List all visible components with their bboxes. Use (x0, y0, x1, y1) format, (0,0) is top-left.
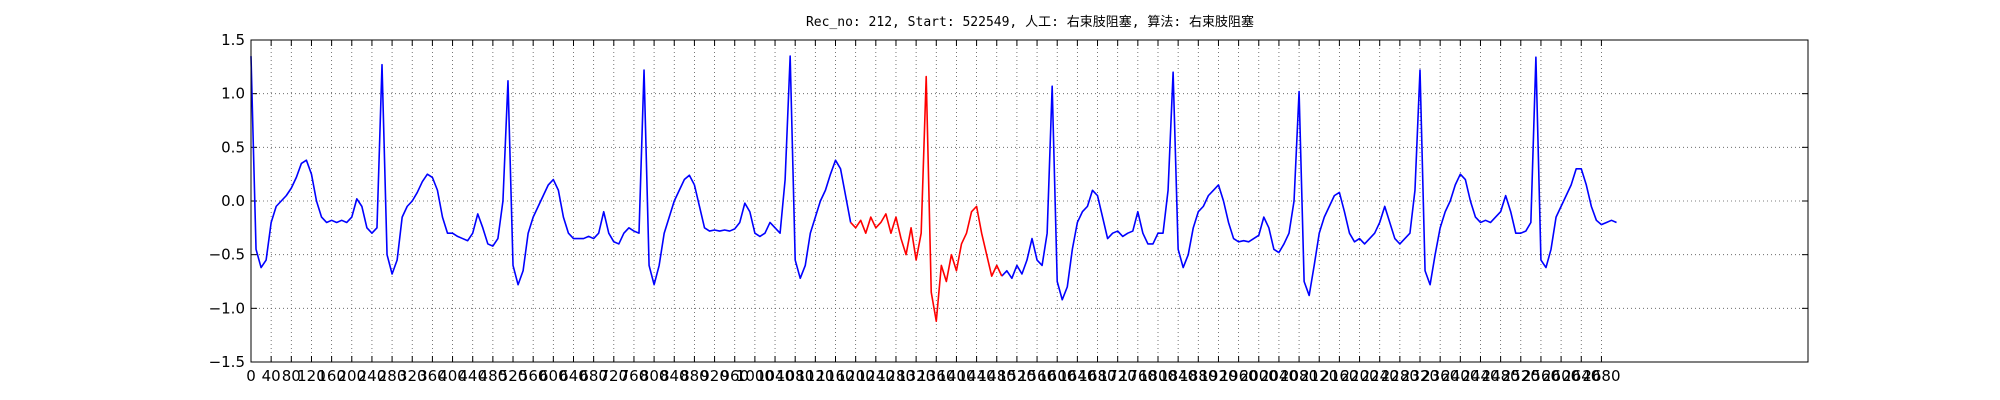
x-tick-label: 2280 (1381, 367, 1419, 385)
x-tick-label: 1920 (1199, 367, 1237, 385)
x-tick-label: 360 (418, 367, 447, 385)
y-tick-label: −1.0 (209, 299, 245, 317)
x-tick-label: 2120 (1300, 367, 1338, 385)
x-tick-label: 2400 (1441, 367, 1479, 385)
x-tick-label: 320 (398, 367, 427, 385)
y-tick-label: 0.5 (221, 138, 245, 156)
x-tick-label: 2080 (1280, 367, 1318, 385)
x-tick-label: 2000 (1240, 367, 1278, 385)
x-tick-label: 1360 (917, 367, 955, 385)
x-tick-label: 520 (499, 367, 528, 385)
x-tick-label: 1000 (736, 367, 774, 385)
y-tick-label: 1.5 (221, 31, 245, 49)
x-tick-label: 1760 (1119, 367, 1157, 385)
x-tick-label: 1680 (1078, 367, 1116, 385)
x-tick-label: 720 (599, 367, 628, 385)
x-tick-label: 2360 (1421, 367, 1459, 385)
x-tick-label: 560 (519, 367, 548, 385)
x-tick-label: 1480 (978, 367, 1016, 385)
x-tick-label: 840 (660, 367, 689, 385)
x-tick-label: 1960 (1220, 367, 1258, 385)
x-tick-label: 600 (539, 367, 568, 385)
ecg-line (850, 75, 1003, 323)
x-tick-label: 1880 (1179, 367, 1217, 385)
x-tick-label: 2480 (1482, 367, 1520, 385)
x-tick-label: 640 (559, 367, 588, 385)
x-tick-label: 400 (438, 367, 467, 385)
x-tick-label: 760 (620, 367, 649, 385)
y-tick-label: −1.5 (209, 353, 245, 371)
x-tick-label: 2240 (1361, 367, 1399, 385)
x-tick-label: 960 (720, 367, 749, 385)
x-tick-label: 680 (579, 367, 608, 385)
x-tick-label: 280 (378, 367, 407, 385)
x-tick-label: 2160 (1320, 367, 1358, 385)
y-tick-label: −0.5 (209, 246, 245, 264)
x-tick-label: 1160 (816, 367, 854, 385)
x-tick-label: 40 (262, 367, 281, 385)
x-tick-label: 2600 (1542, 367, 1580, 385)
x-tick-label: 1240 (857, 367, 895, 385)
x-tick-label: 1800 (1139, 367, 1177, 385)
x-tick-label: 200 (337, 367, 366, 385)
x-tick-label: 1560 (1018, 367, 1056, 385)
x-tick-label: 2640 (1562, 367, 1600, 385)
x-tick-label: 2680 (1582, 367, 1620, 385)
x-tick-label: 480 (479, 367, 508, 385)
x-tick-label: 2320 (1401, 367, 1439, 385)
y-tick-label: 0.0 (221, 192, 245, 210)
x-tick-label: 1320 (897, 367, 935, 385)
x-tick-label: 800 (640, 367, 669, 385)
plot-frame (250, 39, 1809, 363)
x-tick-label: 1400 (937, 367, 975, 385)
x-tick-label: 1520 (998, 367, 1036, 385)
x-tick-label: 1440 (957, 367, 995, 385)
x-tick-label: 1840 (1159, 367, 1197, 385)
x-tick-label: 1040 (756, 367, 794, 385)
x-tick-label: 880 (680, 367, 709, 385)
x-tick-label: 2200 (1340, 367, 1378, 385)
x-tick-label: 1200 (837, 367, 875, 385)
x-tick-label: 1120 (796, 367, 834, 385)
x-tick-label: 160 (317, 367, 346, 385)
x-tick-label: 0 (246, 367, 256, 385)
x-tick-label: 440 (458, 367, 487, 385)
x-tick-label: 120 (297, 367, 326, 385)
x-tick-label: 1640 (1058, 367, 1096, 385)
x-tick-label: 2560 (1522, 367, 1560, 385)
x-tick-label: 920 (700, 367, 729, 385)
x-tick-label: 2440 (1461, 367, 1499, 385)
x-tick-label: 1280 (877, 367, 915, 385)
x-tick-label: 1080 (776, 367, 814, 385)
x-tick-label: 80 (282, 367, 301, 385)
chart-title: Rec_no: 212, Start: 522549, 人工: 右束肢阻塞, 算… (806, 14, 1254, 30)
x-tick-label: 1720 (1099, 367, 1137, 385)
y-tick-label: 1.0 (221, 85, 245, 103)
x-tick-label: 2520 (1502, 367, 1540, 385)
x-tick-label: 240 (358, 367, 387, 385)
x-tick-label: 1600 (1038, 367, 1076, 385)
ecg-line (250, 55, 1617, 301)
x-tick-label: 2040 (1260, 367, 1298, 385)
